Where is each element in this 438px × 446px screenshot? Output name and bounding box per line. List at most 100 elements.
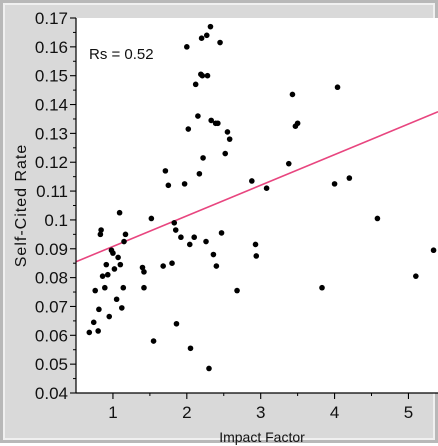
y-tick-label: 0.09 — [35, 240, 68, 259]
data-point — [120, 284, 127, 291]
data-point — [263, 185, 270, 191]
y-tick-label: 0.12 — [35, 153, 68, 172]
data-point — [196, 170, 203, 177]
data-point — [115, 254, 121, 261]
data-point — [430, 247, 437, 254]
data-point — [198, 35, 205, 41]
data-point — [97, 231, 104, 238]
data-point — [203, 32, 210, 39]
data-point — [169, 260, 175, 266]
data-point — [206, 365, 212, 372]
data-point — [203, 238, 209, 245]
data-point — [139, 264, 146, 271]
data-point — [210, 251, 217, 258]
data-point — [104, 271, 111, 278]
data-point — [334, 84, 341, 91]
data-point — [224, 129, 231, 135]
x-tick-label: 4 — [330, 403, 339, 422]
data-point — [178, 234, 184, 241]
y-tick-label: 0.11 — [36, 182, 68, 201]
x-tick-label: 2 — [182, 403, 191, 422]
data-point — [96, 306, 102, 313]
data-point — [253, 253, 260, 259]
x-tick-label: 3 — [256, 403, 265, 422]
data-point — [141, 284, 147, 291]
data-point — [208, 117, 214, 124]
data-point — [252, 241, 259, 248]
data-point — [195, 113, 201, 119]
data-point — [192, 81, 199, 88]
x-axis-label: Impact Factor — [219, 429, 305, 445]
data-point — [200, 155, 206, 161]
data-point — [185, 126, 192, 132]
data-point — [103, 261, 110, 268]
data-point — [319, 284, 325, 291]
y-tick-label: 0.17 — [35, 9, 68, 28]
y-tick-label: 0.05 — [35, 355, 68, 374]
data-point — [99, 273, 106, 279]
y-tick-label: 0.15 — [35, 67, 68, 86]
data-point — [191, 234, 198, 241]
data-point — [186, 241, 193, 248]
data-point — [121, 238, 127, 245]
data-point — [110, 250, 116, 256]
y-tick-label: 0.16 — [35, 38, 68, 57]
plot-area — [76, 18, 438, 393]
correlation-annotation: Rs = 0.52 — [89, 46, 154, 63]
data-point — [226, 136, 233, 142]
data-point — [86, 329, 93, 336]
data-point — [119, 305, 125, 311]
regression-line — [75, 111, 438, 263]
data-point — [102, 284, 108, 291]
data-point — [160, 263, 166, 269]
y-axis-label: Self-Cited Rate — [13, 144, 30, 268]
data-point — [413, 273, 419, 279]
y-tick-label: 0.07 — [35, 297, 68, 316]
data-point — [117, 261, 124, 268]
data-point — [249, 178, 255, 184]
data-point — [204, 72, 211, 79]
x-tick-label: 5 — [404, 403, 413, 422]
data-point — [98, 227, 104, 233]
data-point — [294, 120, 301, 127]
y-tick-label: 0.04 — [35, 384, 68, 403]
data-point — [234, 287, 240, 294]
x-tick-label: 1 — [108, 403, 117, 422]
y-tick-label: 0.06 — [35, 326, 68, 345]
data-point — [222, 150, 229, 157]
data-point — [374, 215, 381, 222]
data-point — [217, 39, 223, 46]
data-point — [106, 313, 113, 320]
data-point — [148, 215, 155, 222]
data-point — [346, 175, 353, 181]
data-point — [215, 120, 221, 127]
data-point — [165, 182, 172, 189]
data-point — [199, 72, 206, 79]
y-tick-label: 0.08 — [35, 269, 68, 288]
data-point — [172, 227, 179, 233]
data-point — [162, 168, 169, 174]
data-point — [141, 269, 147, 275]
data-point — [95, 328, 101, 334]
data-point — [289, 91, 296, 98]
data-point — [171, 220, 178, 226]
data-point — [213, 263, 220, 269]
data-point — [116, 209, 123, 216]
data-point — [111, 266, 118, 272]
data-point — [184, 44, 190, 50]
scatter-chart: 0.04 0.05 0.06 0.07 0.08 0.09 0.1 0.11 0.12 0.13 0… — [13, 9, 438, 445]
data-point — [113, 296, 120, 303]
data-point — [285, 160, 292, 167]
data-point — [187, 345, 194, 352]
y-tick-label: 0.13 — [35, 124, 68, 143]
data-point — [90, 319, 97, 326]
y-tick-label: 0.1 — [44, 211, 68, 230]
data-point — [218, 230, 225, 236]
data-point — [150, 338, 157, 344]
data-point — [181, 181, 188, 187]
data-point — [207, 23, 214, 30]
data-point — [122, 231, 129, 238]
y-tick-label: 0.14 — [35, 96, 68, 115]
data-point — [331, 181, 338, 187]
